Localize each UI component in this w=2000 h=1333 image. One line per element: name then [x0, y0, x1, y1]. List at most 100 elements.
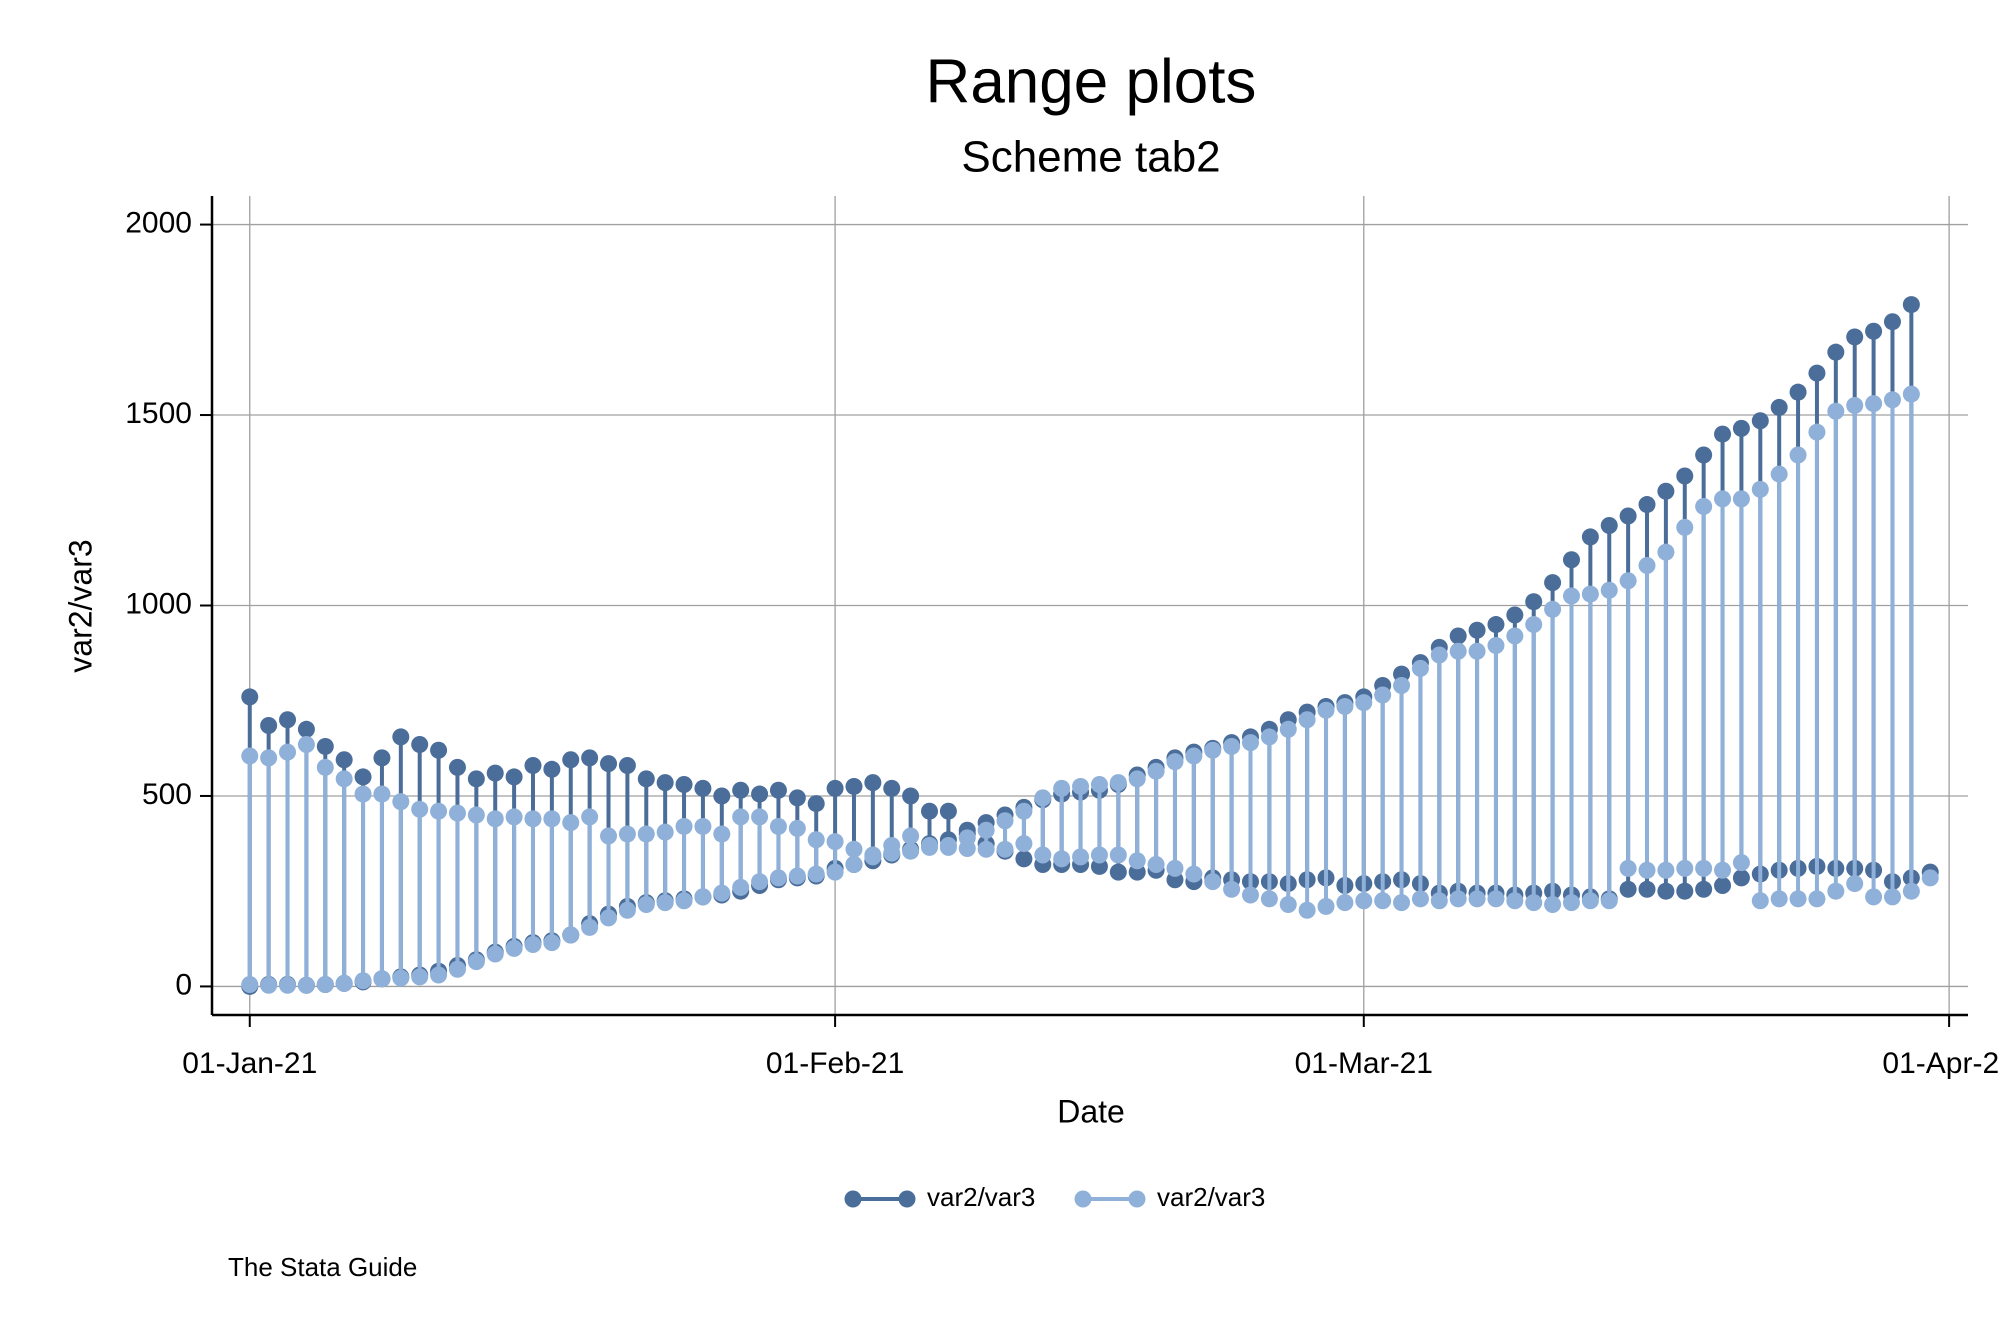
- range-dot: [1411, 890, 1429, 908]
- range-dot: [713, 884, 731, 902]
- range-dot: [1921, 869, 1939, 887]
- legend-label: var2/var3: [927, 1182, 1035, 1212]
- range-dot: [1185, 747, 1203, 765]
- range-dot: [1770, 398, 1788, 416]
- range-dot: [883, 844, 901, 862]
- range-dot: [505, 939, 523, 957]
- range-dot: [1336, 697, 1354, 715]
- range-dot: [1619, 507, 1637, 525]
- range-dot: [1355, 694, 1373, 712]
- range-dot: [996, 840, 1014, 858]
- range-dot: [656, 823, 674, 841]
- range-dot: [430, 741, 448, 759]
- range-dot: [562, 751, 580, 769]
- x-tick-label: 01-Apr-21: [1882, 1047, 2000, 1080]
- range-dot: [297, 976, 315, 994]
- x-axis-title: Date: [1057, 1093, 1125, 1129]
- range-dot: [543, 810, 561, 828]
- range-dot: [505, 808, 523, 826]
- range-dot: [335, 751, 353, 769]
- range-dot: [1902, 882, 1920, 900]
- range-dot: [1430, 892, 1448, 910]
- range-dot: [467, 770, 485, 788]
- range-dot: [1147, 856, 1165, 874]
- range-dot: [1506, 627, 1524, 645]
- y-tick-label: 1500: [125, 397, 192, 430]
- range-dot: [1411, 659, 1429, 677]
- range-dot: [486, 810, 504, 828]
- legend-dot: [1128, 1190, 1146, 1208]
- range-dot: [1846, 328, 1864, 346]
- range-dot: [335, 770, 353, 788]
- range-dot: [1695, 880, 1713, 898]
- range-dot: [939, 802, 957, 820]
- range-dot: [1714, 490, 1732, 508]
- range-dot: [694, 817, 712, 835]
- range-dot: [902, 827, 920, 845]
- range-dot: [807, 795, 825, 813]
- range-dot: [1223, 737, 1241, 755]
- range-dot: [316, 976, 334, 994]
- range-dot: [845, 856, 863, 874]
- range-dot: [1374, 686, 1392, 704]
- range-dot: [675, 776, 693, 794]
- range-dot: [1638, 496, 1656, 514]
- range-dot: [1109, 863, 1127, 881]
- range-dot: [543, 760, 561, 778]
- range-dot: [1166, 859, 1184, 877]
- range-dot: [1223, 880, 1241, 898]
- range-dot: [769, 869, 787, 887]
- range-dot: [1676, 859, 1694, 877]
- range-dot: [1808, 364, 1826, 382]
- range-dot: [1638, 861, 1656, 879]
- range-dot: [1449, 890, 1467, 908]
- range-dot: [524, 810, 542, 828]
- range-dot: [543, 934, 561, 952]
- range-dot: [1714, 425, 1732, 443]
- range-dot: [524, 936, 542, 954]
- range-dot: [562, 926, 580, 944]
- range-dot: [1732, 854, 1750, 872]
- range-dot: [751, 873, 769, 891]
- range-dot: [1676, 518, 1694, 536]
- range-dot: [1732, 419, 1750, 437]
- range-dot: [411, 800, 429, 818]
- range-dot: [1298, 901, 1316, 919]
- range-dot: [732, 878, 750, 896]
- range-dot: [732, 781, 750, 799]
- range-dot: [1808, 423, 1826, 441]
- range-dot: [1355, 892, 1373, 910]
- range-dot: [1053, 850, 1071, 868]
- range-dot: [430, 966, 448, 984]
- range-dot: [486, 764, 504, 782]
- range-dot: [297, 736, 315, 754]
- range-dot: [637, 825, 655, 843]
- range-dot: [1279, 720, 1297, 738]
- legend-label: var2/var3: [1157, 1182, 1265, 1212]
- range-dot: [1449, 642, 1467, 660]
- range-dot: [675, 817, 693, 835]
- range-dot: [751, 808, 769, 826]
- range-dot: [618, 825, 636, 843]
- range-dot: [1468, 621, 1486, 639]
- range-dot: [279, 711, 297, 729]
- range-dot: [600, 827, 618, 845]
- range-dot: [1714, 876, 1732, 894]
- range-dot: [1298, 711, 1316, 729]
- range-dot: [864, 848, 882, 866]
- range-dot: [260, 749, 278, 767]
- legend-dot: [844, 1190, 862, 1208]
- range-dot: [1109, 846, 1127, 864]
- range-dot: [373, 749, 391, 767]
- range-dot: [279, 743, 297, 761]
- range-dot: [1600, 892, 1618, 910]
- range-dot: [1770, 890, 1788, 908]
- range-dot: [656, 894, 674, 912]
- range-dot: [1260, 890, 1278, 908]
- range-dot: [958, 829, 976, 847]
- y-tick-label: 1000: [125, 587, 192, 620]
- note: The Stata Guide: [228, 1252, 417, 1282]
- range-dot: [1902, 296, 1920, 314]
- range-dot: [1714, 861, 1732, 879]
- range-dot: [297, 720, 315, 738]
